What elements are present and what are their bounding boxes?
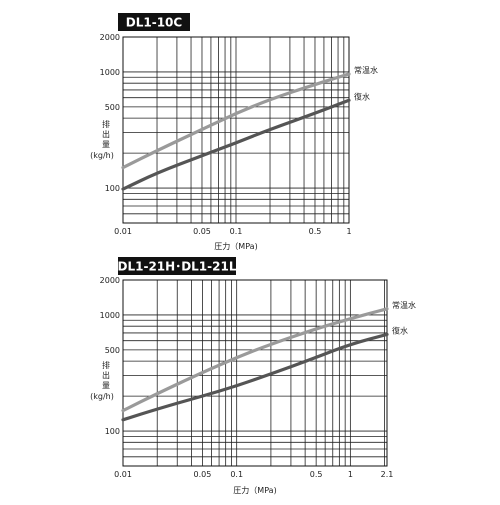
y-axis-label-char: 出 xyxy=(102,129,110,139)
y-axis-label: 排 出 量 (kg/h) xyxy=(90,119,114,160)
x-tick-label: 0.5 xyxy=(310,470,323,479)
x-tick-label: 1 xyxy=(346,227,351,236)
y-tick-label: 100 xyxy=(105,184,120,193)
series-line-condensate xyxy=(121,332,389,422)
x-tick-label: 0.05 xyxy=(193,227,211,236)
chart-grid xyxy=(122,36,350,224)
series-lines xyxy=(121,72,351,191)
chart-title: DL1-21H･DL1-21L xyxy=(118,260,237,274)
y-axis-label-char: 量 xyxy=(102,381,110,390)
series-label-condensate: 復水 xyxy=(354,91,370,101)
chart-title-box xyxy=(118,13,190,31)
y-tick-label: 1000 xyxy=(100,311,120,320)
y-axis-label-unit: (kg/h) xyxy=(90,151,114,160)
chart-grid xyxy=(122,279,387,467)
x-tick-label: 0.05 xyxy=(194,470,212,479)
x-tick-label: 0.5 xyxy=(309,227,322,236)
y-axis-label-char: 排 xyxy=(102,119,110,129)
x-axis-label: 圧力（MPa) xyxy=(233,485,276,495)
y-tick-labels: 100 500 1000 2000 xyxy=(100,276,120,436)
series-label-room-temp-water: 常温水 xyxy=(392,300,416,310)
y-tick-label: 2000 xyxy=(100,33,120,42)
x-tick-label: 1 xyxy=(348,470,353,479)
series-lines xyxy=(121,307,389,422)
chart-title-box xyxy=(118,257,236,275)
chart-title: DL1-10C xyxy=(126,16,183,30)
chart-panel-dl1-10c: DL1-10C 0.01 0.05 0.1 0.5 1 100 500 1000 2000 常… xyxy=(90,13,378,251)
x-tick-label: 0.1 xyxy=(230,227,243,236)
series-line-condensate xyxy=(121,98,351,191)
y-axis-label-unit: (kg/h) xyxy=(90,392,114,401)
x-tick-labels: 0.01 0.05 0.1 0.5 1 2.1 xyxy=(114,470,393,479)
y-tick-label: 500 xyxy=(105,103,120,112)
x-axis-label: 圧力（MPa) xyxy=(214,241,257,251)
plot-frame xyxy=(122,36,350,224)
y-tick-labels: 100 500 1000 2000 xyxy=(100,33,120,193)
y-tick-label: 100 xyxy=(105,427,120,436)
x-tick-label: 0.01 xyxy=(114,227,132,236)
x-tick-label: 0.01 xyxy=(114,470,132,479)
y-tick-label: 2000 xyxy=(100,276,120,285)
plot-frame xyxy=(122,279,388,467)
series-label-condensate: 復水 xyxy=(392,325,408,335)
y-axis-label-char: 排 xyxy=(102,360,110,370)
series-line-room-temp-water xyxy=(121,307,389,413)
x-tick-labels: 0.01 0.05 0.1 0.5 1 xyxy=(114,227,351,236)
y-tick-label: 1000 xyxy=(100,68,120,77)
x-tick-label: 0.1 xyxy=(230,470,243,479)
series-line-room-temp-water xyxy=(121,72,351,170)
y-tick-label: 500 xyxy=(105,346,120,355)
x-tick-label: 2.1 xyxy=(381,470,394,479)
chart-panel-dl1-21: DL1-21H･DL1-21L 0.01 0.05 0.1 0.5 1 2.1 100 50… xyxy=(90,257,416,495)
y-axis-label: 排 出 量 (kg/h) xyxy=(90,360,114,401)
y-axis-label-char: 出 xyxy=(102,370,110,380)
series-label-room-temp-water: 常温水 xyxy=(354,65,378,75)
y-axis-label-char: 量 xyxy=(102,140,110,149)
